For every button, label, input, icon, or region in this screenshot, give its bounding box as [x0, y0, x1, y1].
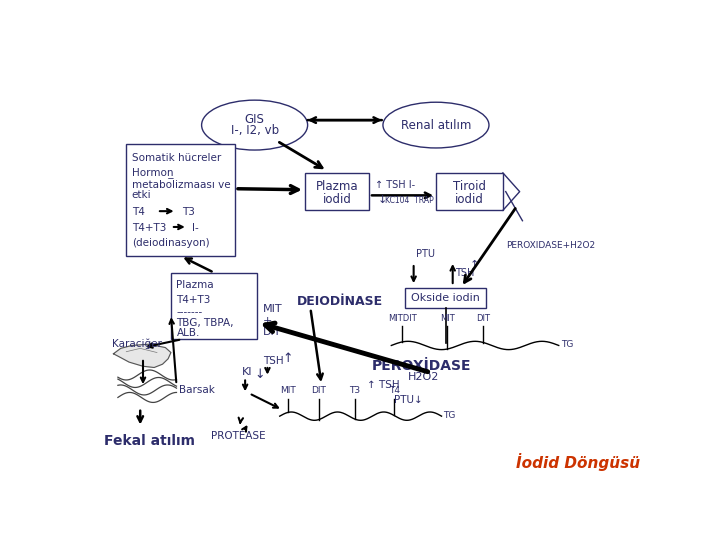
Text: Plazma: Plazma: [315, 179, 359, 192]
Text: (deiodinasyon): (deiodinasyon): [132, 238, 210, 248]
Text: Renal atılım: Renal atılım: [401, 119, 471, 132]
Text: MIT: MIT: [280, 386, 296, 395]
Text: ↓: ↓: [377, 195, 387, 205]
Text: Hormon̲: Hormon̲: [132, 167, 174, 178]
Text: T4+T3: T4+T3: [176, 295, 211, 305]
Polygon shape: [114, 344, 171, 368]
Text: metabolizmaası ve: metabolizmaası ve: [132, 180, 230, 190]
Bar: [126, 144, 235, 256]
Text: Karaciğer: Karaciğer: [112, 338, 162, 349]
Text: MIT: MIT: [440, 314, 454, 322]
Text: ↑ TSH: ↑ TSH: [367, 380, 400, 390]
Text: H2O2: H2O2: [408, 373, 439, 382]
Text: Barsak: Barsak: [179, 385, 215, 395]
Text: Fekal atılım: Fekal atılım: [104, 434, 195, 448]
Ellipse shape: [383, 102, 489, 148]
Text: GIS: GIS: [245, 113, 264, 126]
Text: PTU↓: PTU↓: [394, 395, 423, 404]
Text: MITDIT: MITDIT: [388, 314, 417, 322]
Text: TSH: TSH: [456, 268, 475, 278]
Text: T3: T3: [349, 386, 361, 395]
Text: -------: -------: [176, 307, 203, 317]
Text: TSH: TSH: [263, 356, 284, 366]
Text: ↑ TSH I-: ↑ TSH I-: [374, 180, 415, 190]
Bar: [305, 173, 369, 210]
Text: PEROXIDASE+H2O2: PEROXIDASE+H2O2: [505, 241, 595, 250]
Text: PROTEASE: PROTEASE: [210, 431, 265, 441]
Text: ↑: ↑: [282, 352, 293, 365]
Bar: [405, 288, 486, 308]
Text: Somatik hücreler: Somatik hücreler: [132, 153, 221, 163]
Text: DEIODİNASE: DEIODİNASE: [297, 295, 382, 308]
Text: iodid: iodid: [323, 193, 351, 206]
Text: TBG, TBPA,: TBG, TBPA,: [176, 318, 234, 328]
Text: ↓: ↓: [255, 368, 265, 381]
Text: DIT: DIT: [477, 314, 490, 322]
Text: PTU: PTU: [416, 249, 436, 259]
Bar: [436, 173, 503, 210]
Text: T4+T3: T4+T3: [132, 223, 166, 233]
Bar: [171, 273, 258, 339]
Text: KI: KI: [242, 368, 252, 377]
Text: I-, I2, vb: I-, I2, vb: [230, 124, 279, 137]
Text: Okside iodin: Okside iodin: [411, 293, 480, 303]
Text: MIT
+
DIT: MIT + DIT: [263, 304, 283, 337]
Text: I-: I-: [192, 223, 199, 233]
Text: Tiroid: Tiroid: [453, 179, 486, 192]
Text: PEROXİDASE: PEROXİDASE: [372, 359, 472, 373]
Text: etki: etki: [132, 191, 151, 200]
Ellipse shape: [202, 100, 307, 150]
Text: T4: T4: [132, 207, 145, 217]
Text: ↑: ↑: [469, 260, 479, 270]
Text: TG: TG: [562, 340, 574, 349]
Text: T4: T4: [389, 386, 400, 395]
Text: TG: TG: [444, 411, 456, 420]
Text: KC104  TRAP: KC104 TRAP: [384, 197, 433, 206]
Text: T3: T3: [182, 207, 195, 217]
Text: iodid: iodid: [455, 193, 484, 206]
Text: ALB.: ALB.: [176, 328, 200, 338]
Text: Plazma: Plazma: [176, 280, 214, 290]
Text: İodid Döngüsü: İodid Döngüsü: [516, 454, 639, 471]
Text: DIT: DIT: [311, 386, 326, 395]
